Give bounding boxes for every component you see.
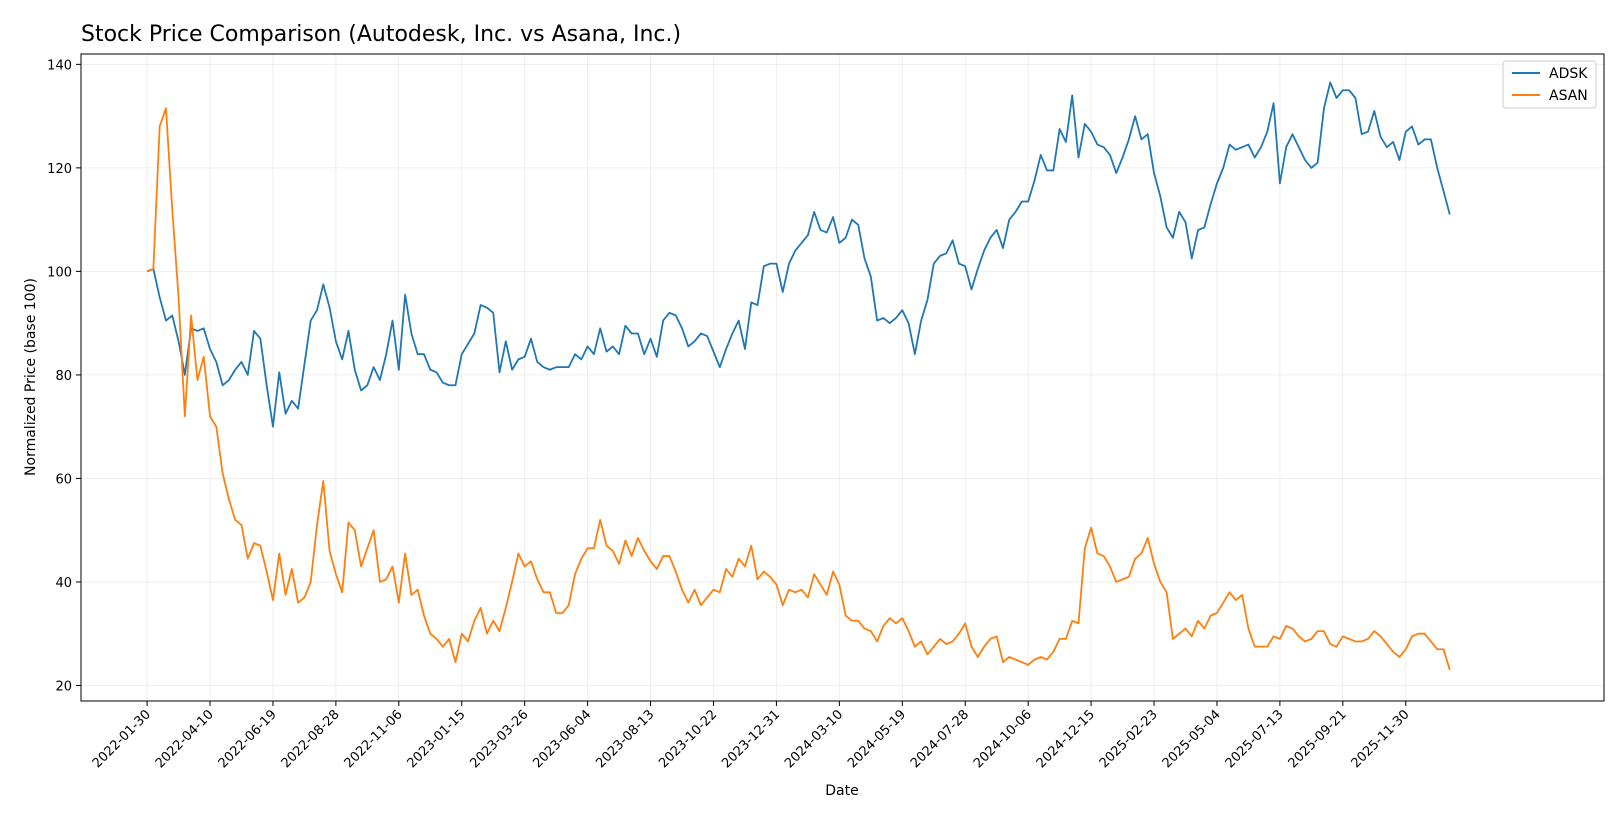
x-axis-label: Date [825, 783, 858, 799]
series-line-adsk [146, 81, 1451, 428]
grid [81, 54, 1604, 701]
chart-title: Stock Price Comparison (Autodesk, Inc. v… [81, 22, 681, 47]
y-tick-label: 120 [47, 162, 72, 177]
series-line-asan [146, 107, 1451, 671]
y-tick-label: 20 [55, 679, 72, 694]
series-lines [146, 81, 1451, 671]
y-tick-label: 60 [55, 472, 72, 487]
y-tick-label: 40 [55, 576, 72, 591]
legend-label-adsk: ADSK [1549, 66, 1588, 82]
y-tick-label: 140 [47, 58, 72, 73]
y-tick-label: 80 [55, 369, 72, 384]
plot-frame [80, 53, 1605, 702]
legend: ADSK ASAN [1502, 60, 1597, 109]
y-axis-ticks: 20 40 60 80 100 120 140 [47, 58, 81, 694]
y-tick-label: 100 [47, 265, 72, 280]
legend-label-asan: ASAN [1549, 88, 1588, 104]
y-axis-label: Normalized Price (base 100) [23, 278, 39, 476]
